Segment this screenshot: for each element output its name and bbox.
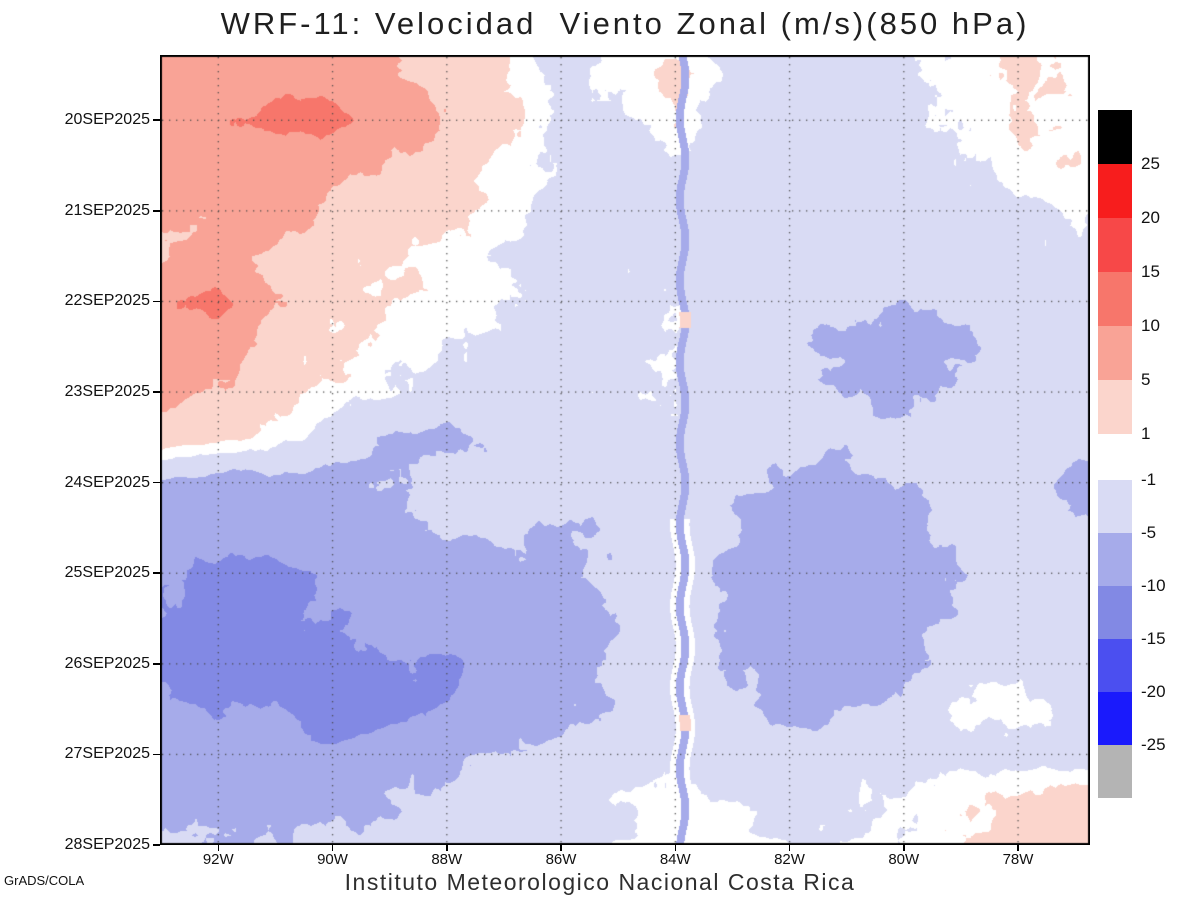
x-tick-label: 78W	[1002, 851, 1034, 868]
colorbar-segment	[1098, 480, 1132, 533]
colorbar-label: 1	[1141, 424, 1151, 443]
y-tick-label: 20SEP2025	[64, 111, 150, 129]
credit-text: GrADS/COLA	[4, 873, 85, 888]
y-tick-label: 23SEP2025	[64, 383, 150, 401]
colorbar-segment	[1098, 272, 1132, 326]
y-tick-mark	[153, 753, 160, 756]
colorbar-label: -20	[1141, 682, 1166, 701]
x-tick-mark	[788, 845, 791, 851]
x-tick-mark	[1017, 845, 1019, 851]
chart-canvas	[160, 55, 1090, 845]
colorbar-segment	[1098, 110, 1132, 164]
x-tick-label: 92W	[202, 851, 234, 868]
institution-text: Instituto Meteorologico Nacional Costa R…	[344, 869, 856, 895]
colorbar-label: -15	[1141, 629, 1166, 648]
x-tick-mark	[560, 845, 562, 851]
y-tick-label: 26SEP2025	[64, 654, 150, 672]
x-tick-mark	[217, 845, 220, 851]
colorbar-segment	[1098, 326, 1132, 380]
y-tick-label: 27SEP2025	[64, 745, 150, 763]
colorbar-segment	[1098, 639, 1132, 692]
y-tick-mark	[153, 481, 160, 484]
y-tick-mark	[153, 391, 160, 393]
colorbar-segment	[1098, 380, 1132, 434]
x-tick-mark	[331, 845, 334, 851]
colorbar-segment	[1098, 745, 1132, 798]
colorbar-label: -1	[1141, 470, 1157, 489]
colorbar-segment	[1098, 164, 1132, 218]
x-tick-mark	[674, 845, 677, 851]
colorbar-label: 20	[1141, 208, 1160, 227]
x-tick-mark	[446, 845, 448, 851]
x-tick-label: 80W	[888, 851, 920, 868]
x-tick-label: 82W	[774, 851, 805, 868]
plot-area	[160, 55, 1090, 845]
chart-title: WRF-11: Velocidad Viento Zonal (m/s)(850…	[220, 6, 1030, 41]
x-tick-label: 84W	[659, 851, 691, 868]
colorbar-label: 10	[1141, 316, 1160, 335]
x-tick-mark	[903, 845, 905, 851]
colorbar-segment	[1098, 692, 1132, 745]
y-tick-label: 22SEP2025	[64, 292, 150, 310]
colorbar-label: 25	[1141, 154, 1160, 173]
y-tick-mark	[153, 844, 160, 846]
y-tick-label: 24SEP2025	[64, 473, 150, 491]
y-tick-mark	[153, 663, 160, 665]
colorbar-segment	[1098, 533, 1132, 586]
y-tick-label: 28SEP2025	[64, 836, 150, 853]
colorbar-label: 5	[1141, 370, 1151, 389]
y-tick-mark	[153, 572, 160, 574]
y-tick-mark	[153, 210, 160, 212]
x-tick-label: 86W	[545, 851, 577, 868]
colorbar-label: 15	[1141, 262, 1160, 281]
x-tick-label: 90W	[317, 851, 348, 868]
colorbar-segment	[1098, 218, 1132, 272]
colorbar-label: -5	[1141, 523, 1157, 542]
y-tick-label: 25SEP2025	[64, 564, 150, 582]
colorbar-label: -10	[1141, 576, 1166, 595]
y-tick-mark	[153, 300, 160, 303]
y-tick-mark	[153, 119, 160, 121]
y-tick-label: 21SEP2025	[64, 201, 150, 219]
colorbar-label: -25	[1141, 735, 1166, 754]
x-tick-label: 88W	[431, 851, 463, 868]
colorbar-segment	[1098, 586, 1132, 639]
